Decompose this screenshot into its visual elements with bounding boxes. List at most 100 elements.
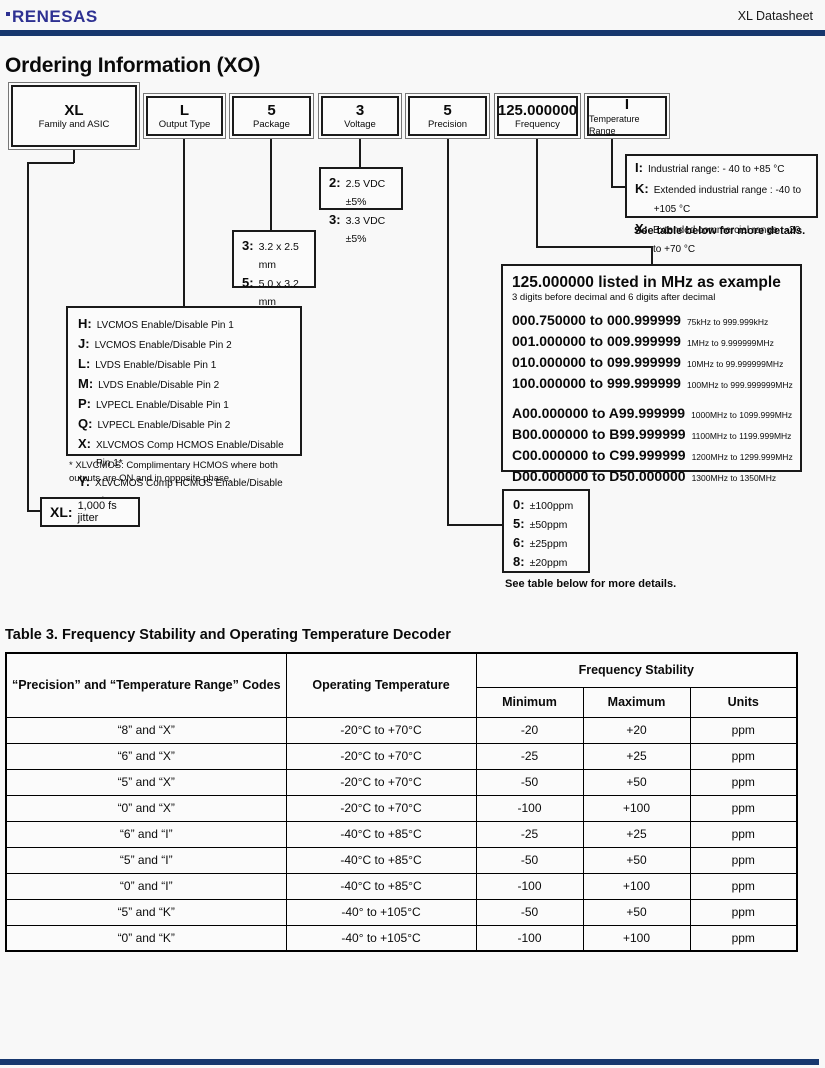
precision-option-code: 8: — [513, 554, 525, 569]
temperature-option-code: I: — [635, 160, 643, 175]
voltage-option-code: 2: — [329, 175, 341, 190]
frequency-range: C00.000000 to C99.999999 — [512, 447, 686, 463]
field-family-code: XL — [64, 101, 84, 119]
table-row: “5” and “X” -20°C to +70°C -50 +50 ppm — [5, 768, 798, 796]
connector-line — [447, 524, 503, 526]
output-type-option-code: L: — [78, 356, 91, 371]
connector-line — [611, 186, 626, 188]
field-temperature-label: Temperature Range — [589, 113, 640, 136]
connector-line — [536, 139, 538, 248]
cell-maximum: +20 — [582, 716, 691, 744]
connector-line — [27, 162, 29, 512]
frequency-range: 100.000000 to 999.999999 — [512, 375, 681, 391]
output-type-options-box: H: LVCMOS Enable/Disable Pin 1 J: LVCMOS E… — [66, 306, 302, 507]
voltage-option-desc: 3.3 VDC ±5% — [345, 215, 386, 245]
page-title: Ordering Information (XO) — [5, 54, 261, 77]
cell-maximum: +50 — [582, 898, 691, 926]
cell-minimum: -20 — [475, 716, 584, 744]
cell-operating-temperature: -40°C to +85°C — [285, 872, 477, 900]
jitter-desc: 1,000 fs jitter — [77, 500, 117, 524]
field-package: 5 Package — [229, 93, 314, 139]
table-row: “0” and “I” -40°C to +85°C -100 +100 ppm — [5, 872, 798, 900]
output-type-option-code: J: — [78, 336, 90, 351]
output-type-footnote: * XLVCMOS: Complimentary HCMOS where bot… — [69, 460, 278, 484]
connector-line — [73, 150, 75, 163]
precision-option-code: 0: — [513, 497, 525, 512]
voltage-option-code: 3: — [329, 212, 341, 227]
cell-units: ppm — [689, 898, 798, 926]
frequency-box-title: 125.000000 listed in MHz as example — [512, 274, 781, 291]
field-family: XL Family and ASIC — [8, 82, 140, 150]
field-voltage: 3 Voltage — [318, 93, 402, 139]
frequency-stability-table: “Precision” and “Temperature Range” Code… — [5, 652, 798, 952]
frequency-range: B00.000000 to B99.999999 — [512, 426, 686, 442]
precision-option-code: 6: — [513, 535, 525, 550]
output-type-option-desc: LVPECL Enable/Disable Pin 1 — [96, 400, 229, 411]
cell-codes: “0” and “I” — [5, 872, 287, 900]
table-row: “5” and “K” -40° to +105°C -50 +50 ppm — [5, 898, 798, 926]
frequency-range-note: 75kHz to 999.999kHz — [686, 317, 769, 327]
temperature-option-desc: Industrial range: - 40 to +85 °C — [647, 164, 785, 175]
cell-maximum: +100 — [582, 794, 691, 822]
field-precision: 5 Precision — [405, 93, 490, 139]
cell-maximum: +25 — [582, 742, 691, 770]
table-caption: Table 3. Frequency Stability and Operati… — [5, 627, 451, 643]
field-frequency: 125.000000 Frequency — [494, 93, 581, 139]
cell-minimum: -25 — [475, 742, 584, 770]
output-type-option-code: M: — [78, 376, 94, 391]
col-header-units: Units — [689, 686, 798, 718]
connector-line — [536, 246, 653, 248]
cell-operating-temperature: -40°C to +85°C — [285, 820, 477, 848]
field-output-type-code: L — [179, 101, 190, 119]
field-precision-code: 5 — [443, 101, 452, 119]
output-type-option-desc: LVDS Enable/Disable Pin 1 — [95, 360, 217, 371]
frequency-range: 000.750000 to 000.999999 — [512, 312, 681, 328]
frequency-range: 001.000000 to 009.999999 — [512, 333, 681, 349]
connector-line — [183, 139, 185, 307]
cell-minimum: -50 — [475, 898, 584, 926]
connector-line — [447, 139, 449, 526]
cell-units: ppm — [689, 924, 798, 952]
cell-operating-temperature: -40°C to +85°C — [285, 846, 477, 874]
col-group-header-frequency-stability: Frequency Stability — [475, 652, 798, 688]
table-row: “0” and “K” -40° to +105°C -100 +100 ppm — [5, 924, 798, 952]
frequency-range-note: 1MHz to 9.999999MHz — [686, 338, 774, 348]
cell-operating-temperature: -20°C to +70°C — [285, 742, 477, 770]
cell-operating-temperature: -40° to +105°C — [285, 924, 477, 952]
connector-line — [611, 139, 613, 188]
temperature-option-desc: Extended commercial range : -20 to +70 °… — [653, 225, 801, 255]
cell-codes: “5” and “X” — [5, 768, 287, 796]
output-type-option-code: H: — [78, 316, 92, 331]
jitter-code: XL: — [50, 504, 73, 520]
frequency-range: D00.000000 to D50.000000 — [512, 468, 686, 484]
table-row: “0” and “X” -20°C to +70°C -100 +100 ppm — [5, 794, 798, 822]
footer-rule — [0, 1059, 819, 1065]
frequency-box-subtitle: 3 digits before decimal and 6 digits aft… — [512, 292, 716, 303]
field-output-type-label: Output Type — [158, 118, 211, 130]
field-voltage-code: 3 — [355, 101, 365, 119]
precision-options-box: 0: ±100ppm 5: ±50ppm 6: ±25ppm 8: ±20ppm — [502, 489, 590, 573]
col-header-maximum: Maximum — [582, 686, 691, 718]
temperature-option-code: X: — [635, 221, 648, 236]
connector-line — [27, 162, 74, 164]
document-title: XL Datasheet — [737, 9, 813, 23]
cell-operating-temperature: -20°C to +70°C — [285, 768, 477, 796]
cell-maximum: +50 — [582, 768, 691, 796]
field-precision-label: Precision — [427, 118, 468, 130]
frequency-range-note: 1200MHz to 1299.999MHz — [691, 452, 793, 462]
cell-minimum: -100 — [475, 924, 584, 952]
connector-line — [27, 510, 41, 512]
voltage-options-box: 2: 2.5 VDC ±5% 3: 3.3 VDC ±5% — [319, 167, 403, 245]
cell-codes: “0” and “X” — [5, 794, 287, 822]
precision-option-desc: ±50ppm — [529, 519, 568, 531]
cell-maximum: +100 — [582, 924, 691, 952]
precision-option-desc: ±100ppm — [529, 500, 574, 512]
package-options-box: 3:3.2 x 2.5 mm 5:5.0 x 3.2 mm 7:7.0 x 5.… — [232, 230, 316, 345]
frequency-range-note: 1100MHz to 1199.999MHz — [691, 431, 792, 441]
field-temperature-code: I — [624, 95, 630, 113]
cell-codes: “0” and “K” — [5, 924, 287, 952]
field-package-code: 5 — [267, 101, 276, 119]
cell-units: ppm — [689, 794, 798, 822]
table-row: “6” and “I” -40°C to +85°C -25 +25 ppm — [5, 820, 798, 848]
field-output-type: L Output Type — [143, 93, 226, 139]
